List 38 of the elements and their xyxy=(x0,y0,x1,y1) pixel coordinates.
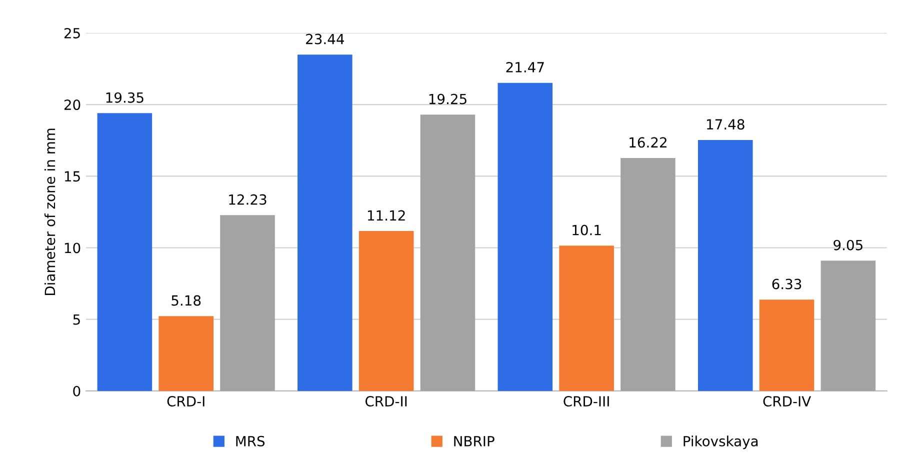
data-label: 11.12 xyxy=(368,210,405,220)
bar xyxy=(498,82,553,391)
data-label: 23.44 xyxy=(306,34,344,44)
bar xyxy=(759,300,814,391)
y-tick-label: 10 xyxy=(64,242,80,254)
legend-label: NBRIP xyxy=(454,436,494,446)
data-label: 21.47 xyxy=(506,62,544,72)
data-label: 9.05 xyxy=(834,240,862,250)
data-label: 19.25 xyxy=(429,94,466,104)
data-label: 5.18 xyxy=(172,295,201,306)
y-tick-label: 0 xyxy=(73,386,80,396)
legend-label: MRS xyxy=(236,436,265,446)
y-tick-label: 25 xyxy=(64,28,80,38)
bar xyxy=(698,140,753,391)
y-axis-title: Diameter of zone in mm xyxy=(44,128,56,295)
x-tick-label: CRD-IV xyxy=(763,396,811,407)
x-tick-label: CRD-III xyxy=(564,396,609,407)
data-label: 19.35 xyxy=(106,92,144,103)
x-tick-label: CRD-II xyxy=(365,396,407,407)
data-label: 6.33 xyxy=(772,278,802,290)
bar xyxy=(420,114,476,391)
bar xyxy=(620,158,676,391)
x-tick-label: CRD-I xyxy=(167,396,204,407)
bar xyxy=(158,316,214,391)
y-tick-label: 15 xyxy=(64,171,80,182)
bar xyxy=(358,231,414,391)
bar xyxy=(220,215,275,391)
legend-label: Pikovskaya xyxy=(684,436,758,450)
data-label: 17.48 xyxy=(707,119,744,130)
bar xyxy=(559,246,614,391)
y-tick-label: 20 xyxy=(64,100,80,110)
bar xyxy=(298,54,352,391)
bar xyxy=(97,113,152,391)
data-label: 10.1 xyxy=(572,224,601,236)
bar xyxy=(820,260,876,391)
data-label: 12.23 xyxy=(229,194,266,205)
data-label: 16.22 xyxy=(630,137,666,148)
y-tick-label: 5 xyxy=(73,314,80,325)
